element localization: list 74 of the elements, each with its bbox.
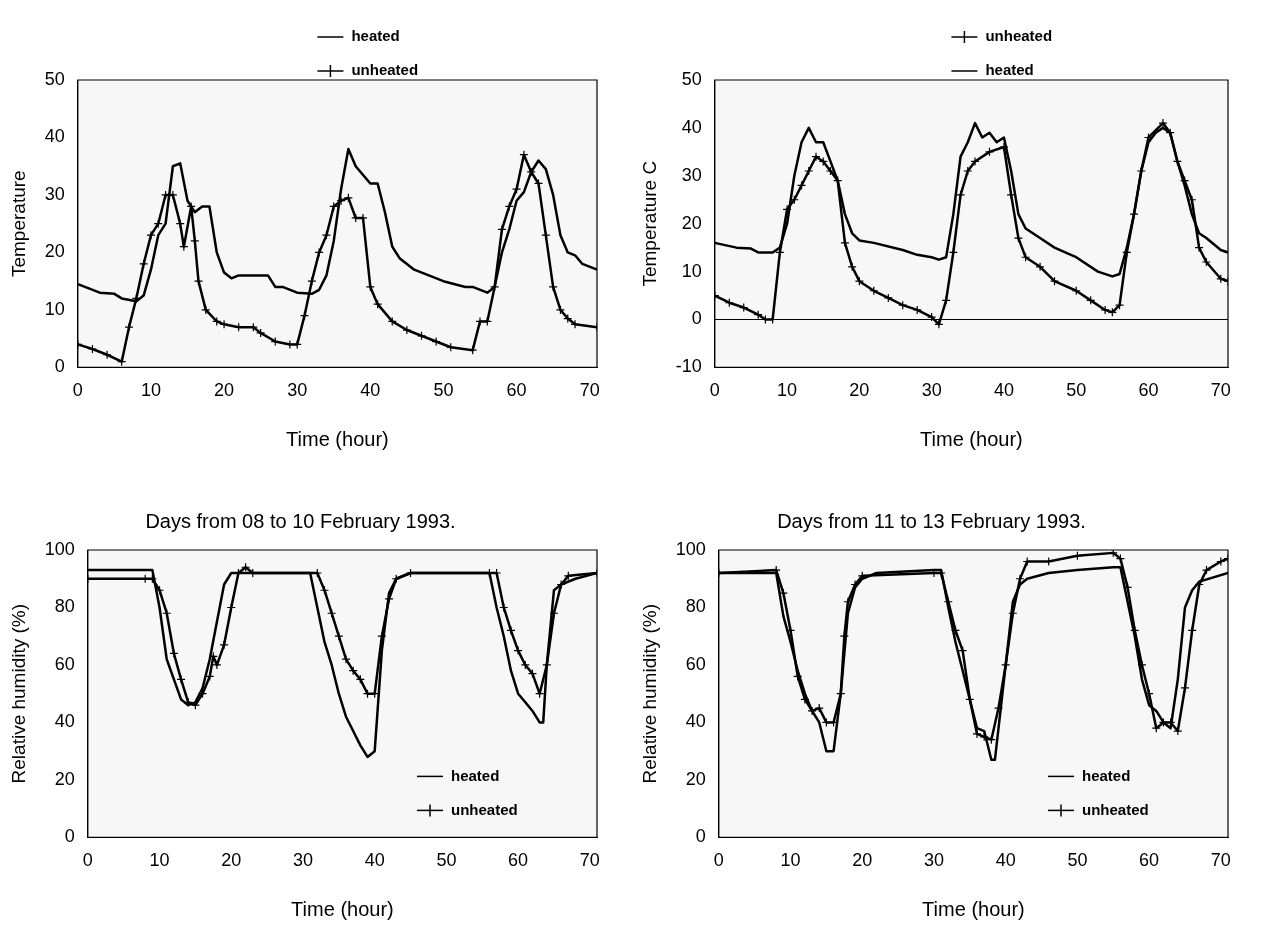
x-tick-label: 70 <box>579 850 600 871</box>
legend-label: unheated <box>451 800 518 818</box>
x-axis-title: Time (hour) <box>286 427 389 450</box>
x-tick-label: 20 <box>221 850 242 871</box>
x-tick-label: 30 <box>921 380 942 401</box>
x-axis-title: Time (hour) <box>291 897 394 920</box>
y-tick-label: 10 <box>44 298 65 319</box>
y-tick-label: 50 <box>44 68 65 89</box>
y-tick-label: 60 <box>54 653 75 674</box>
y-tick-label: 100 <box>675 538 706 559</box>
x-tick-label: 30 <box>923 850 944 871</box>
y-tick-label: 20 <box>685 768 706 789</box>
x-tick-label: 50 <box>436 850 457 871</box>
y-axis-title: Temperature <box>7 170 29 278</box>
y-tick-label: 30 <box>681 164 702 185</box>
y-tick-label: 60 <box>685 653 706 674</box>
y-tick-label: 0 <box>691 308 702 329</box>
legend-label: unheated <box>1082 800 1149 818</box>
y-tick-label: 40 <box>44 126 65 147</box>
x-tick-label: 30 <box>292 850 313 871</box>
x-axis-title: Time (hour) <box>922 897 1025 920</box>
x-tick-label: 70 <box>1210 850 1231 871</box>
x-tick-label: 60 <box>506 380 527 401</box>
x-tick-label: 20 <box>214 380 235 401</box>
x-tick-label: 60 <box>508 850 529 871</box>
x-tick-label: 70 <box>1210 380 1231 401</box>
y-tick-label: 0 <box>64 826 75 847</box>
x-tick-label: 20 <box>849 380 870 401</box>
x-tick-label: 0 <box>82 850 93 871</box>
y-tick-label: 10 <box>681 260 702 281</box>
x-tick-label: 10 <box>780 850 801 871</box>
y-tick-label: 30 <box>44 183 65 204</box>
y-tick-label: 40 <box>54 711 75 732</box>
x-tick-label: 70 <box>579 380 600 401</box>
y-tick-label: 20 <box>44 241 65 262</box>
chart-title: Days from 11 to 13 February 1993. <box>777 509 1086 532</box>
y-tick-label: 40 <box>681 116 702 137</box>
x-tick-label: 30 <box>287 380 308 401</box>
y-tick-label: 0 <box>54 356 65 377</box>
x-tick-label: 60 <box>1139 850 1160 871</box>
chart-title: Days from 08 to 10 February 1993. <box>145 509 456 532</box>
x-tick-label: 40 <box>364 850 385 871</box>
x-tick-label: 10 <box>149 850 170 871</box>
x-tick-label: 20 <box>852 850 873 871</box>
y-tick-label: 50 <box>681 68 702 89</box>
legend-label: unheated <box>351 61 419 79</box>
y-tick-label: 80 <box>685 596 706 617</box>
legend-label: heated <box>985 61 1034 79</box>
x-tick-label: 50 <box>1066 380 1087 401</box>
y-axis-title: Temperature C <box>638 160 660 287</box>
x-tick-label: 50 <box>1067 850 1088 871</box>
x-tick-label: 40 <box>993 380 1014 401</box>
x-tick-label: 50 <box>433 380 454 401</box>
x-axis-title: Time (hour) <box>920 427 1023 450</box>
y-tick-label: 20 <box>681 212 702 233</box>
x-tick-label: 0 <box>709 380 720 401</box>
x-tick-label: 60 <box>1138 380 1159 401</box>
y-tick-label: 0 <box>695 826 706 847</box>
y-axis-title: Relative humidity (%) <box>7 603 29 784</box>
y-tick-label: 20 <box>54 768 75 789</box>
y-tick-label: 40 <box>685 711 706 732</box>
legend-label: heated <box>451 766 500 784</box>
y-tick-label: 100 <box>44 538 75 559</box>
legend-label: heated <box>351 27 400 45</box>
x-tick-label: 10 <box>777 380 798 401</box>
x-tick-label: 10 <box>140 380 161 401</box>
y-tick-label: -10 <box>675 356 702 377</box>
x-tick-label: 40 <box>995 850 1016 871</box>
y-axis-title: Relative humidity (%) <box>638 603 660 784</box>
x-tick-label: 0 <box>713 850 724 871</box>
legend-label: heated <box>1082 766 1131 784</box>
legend-label: unheated <box>985 27 1053 45</box>
x-tick-label: 40 <box>360 380 381 401</box>
y-tick-label: 80 <box>54 596 75 617</box>
